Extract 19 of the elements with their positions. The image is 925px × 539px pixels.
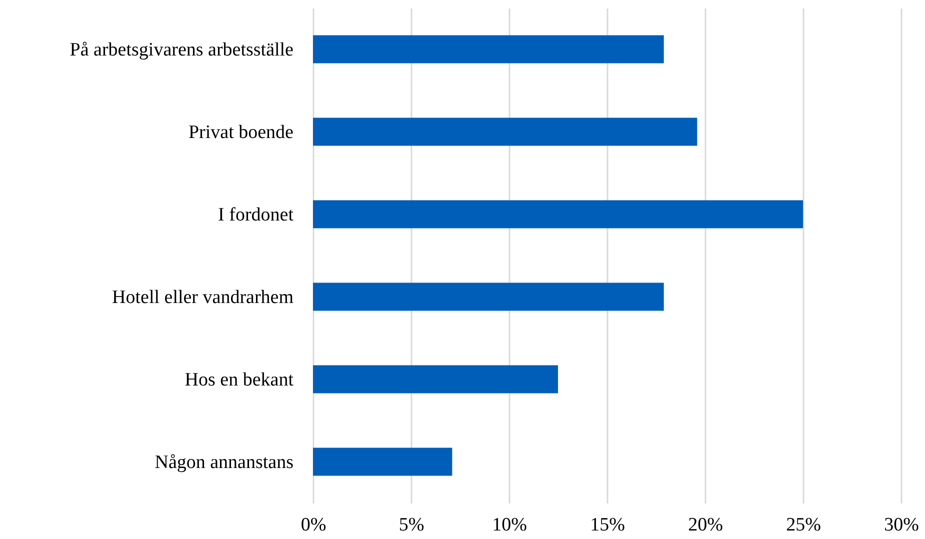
y-tick-label: Någon annanstans: [154, 452, 294, 473]
y-tick-label: Hotell eller vandrarhem: [112, 286, 294, 308]
x-tick-label: 15%: [590, 514, 626, 536]
x-tick-label: 0%: [300, 514, 326, 536]
x-tick-label: 5%: [398, 514, 424, 536]
y-tick-label: På arbetsgivarens arbetsställe: [70, 39, 294, 60]
bar: [313, 282, 664, 311]
bar: [313, 448, 452, 476]
bar: [313, 118, 698, 146]
y-tick-label: Privat boende: [188, 122, 294, 143]
bar: [313, 35, 664, 64]
x-tick-label: 25%: [786, 514, 822, 536]
bar: [313, 365, 558, 394]
x-tick-label: 30%: [884, 514, 920, 536]
x-tick-label: 10%: [492, 514, 528, 536]
x-tick-label: 20%: [688, 514, 724, 536]
bar: [313, 200, 803, 228]
y-tick-label: I fordonet: [218, 204, 294, 226]
y-tick-label: Hos en bekant: [184, 369, 294, 390]
